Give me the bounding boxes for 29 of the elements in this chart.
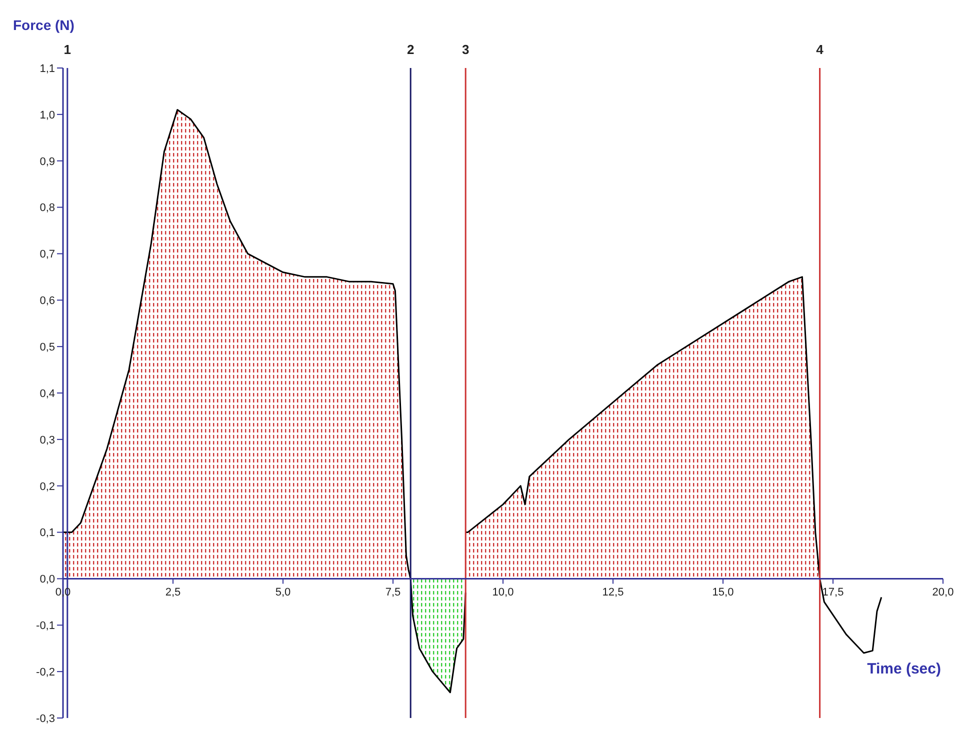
y-tick-label: 0,0 <box>40 574 55 586</box>
y-tick-label: 1,1 <box>40 62 55 75</box>
y-tick-label: -0,2 <box>36 666 55 678</box>
text: 1 <box>64 42 72 57</box>
x-tick-label: 5,0 <box>275 586 291 599</box>
x-tick-label: 10,0 <box>492 586 514 599</box>
text: 3 <box>462 42 470 57</box>
y-tick-label: -0,3 <box>36 712 55 725</box>
x-tick-label: 2,5 <box>165 586 181 599</box>
x-tick-label: 15,0 <box>712 586 734 599</box>
x-tick-label: 20,0 <box>932 586 954 599</box>
y-tick-label: 0,5 <box>40 341 55 354</box>
x-tick-label: 7,5 <box>385 586 401 599</box>
text: 2 <box>406 42 414 57</box>
x-tick-label: 17,5 <box>822 586 844 599</box>
y-tick-label: 0,4 <box>40 388 55 400</box>
y-tick-label: 0,3 <box>40 434 55 446</box>
y-tick-label: 1,0 <box>40 109 55 122</box>
y-tick-label: -0,1 <box>36 620 55 632</box>
y-axis-title: Force (N) <box>13 17 74 33</box>
y-tick-label: 0,7 <box>40 248 55 261</box>
y-tick-label: 0,1 <box>40 527 55 540</box>
y-tick-label: 0,9 <box>40 156 55 168</box>
y-tick-label: 0,2 <box>40 480 55 493</box>
x-axis-title: Time (sec) <box>867 660 941 678</box>
x-tick-label: 12,5 <box>602 586 624 599</box>
text: 4 <box>816 42 824 57</box>
y-tick-label: 0,6 <box>40 295 55 308</box>
y-tick-label: 0,8 <box>40 202 55 214</box>
